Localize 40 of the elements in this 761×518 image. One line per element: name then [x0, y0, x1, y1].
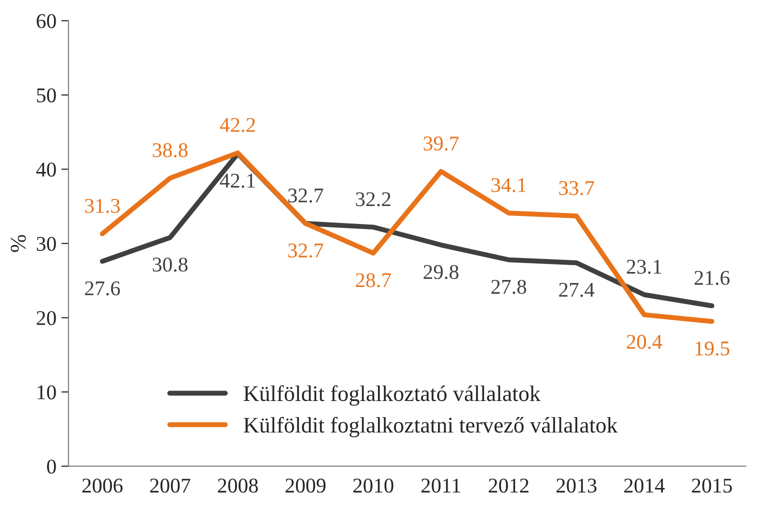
data-label: 20.4	[626, 334, 662, 349]
data-label: 32.7	[288, 244, 324, 258]
data-label: 32.2	[356, 192, 390, 206]
y-tick-label: 50	[37, 88, 56, 102]
y-tick-label: 20	[36, 311, 56, 326]
data-label: 32.7	[288, 188, 324, 203]
data-label: 31.3	[85, 198, 120, 213]
data-label: 27.8	[491, 280, 526, 294]
y-tick-label: 60	[36, 14, 56, 28]
data-label: 19.5	[696, 342, 730, 356]
y-axis-title: %	[10, 234, 26, 252]
y-tick-label: 0	[47, 460, 56, 474]
data-label: 28.7	[356, 273, 391, 288]
legend-label: Külföldit foglalkoztatni tervező vállalatok	[244, 416, 618, 438]
x-tick-label: 2015	[692, 478, 732, 493]
data-label: 23.1	[626, 260, 662, 274]
data-label: 21.6	[694, 270, 730, 286]
data-label: 29.8	[424, 264, 458, 280]
x-tick-label: 2013	[556, 478, 596, 493]
data-label: 42.2	[220, 118, 255, 132]
legend-label: Külföldit foglalkoztató vállalatok	[244, 385, 541, 406]
data-label: 33.7	[559, 181, 594, 196]
data-label: 39.7	[424, 136, 459, 151]
data-label: 27.4	[559, 282, 594, 297]
data-label: 30.8	[152, 258, 188, 272]
x-tick-label: 2014	[624, 478, 665, 493]
data-label: 34.1	[491, 178, 526, 192]
y-tick-label: 10	[38, 385, 56, 400]
x-tick-label: 2010	[353, 478, 394, 493]
x-tick-label: 2007	[150, 478, 190, 493]
y-tick-label: 40	[36, 162, 56, 177]
data-label: 27.6	[85, 281, 120, 296]
x-tick-label: 2009	[286, 478, 326, 493]
y-tick-label: 30	[36, 236, 56, 251]
data-label: 38.8	[152, 143, 188, 158]
x-tick-label: 2011	[421, 478, 460, 493]
data-label: 42.1	[220, 174, 255, 188]
x-tick-label: 2012	[488, 478, 528, 493]
x-tick-label: 2008	[218, 478, 258, 493]
x-tick-label: 2006	[82, 478, 123, 493]
